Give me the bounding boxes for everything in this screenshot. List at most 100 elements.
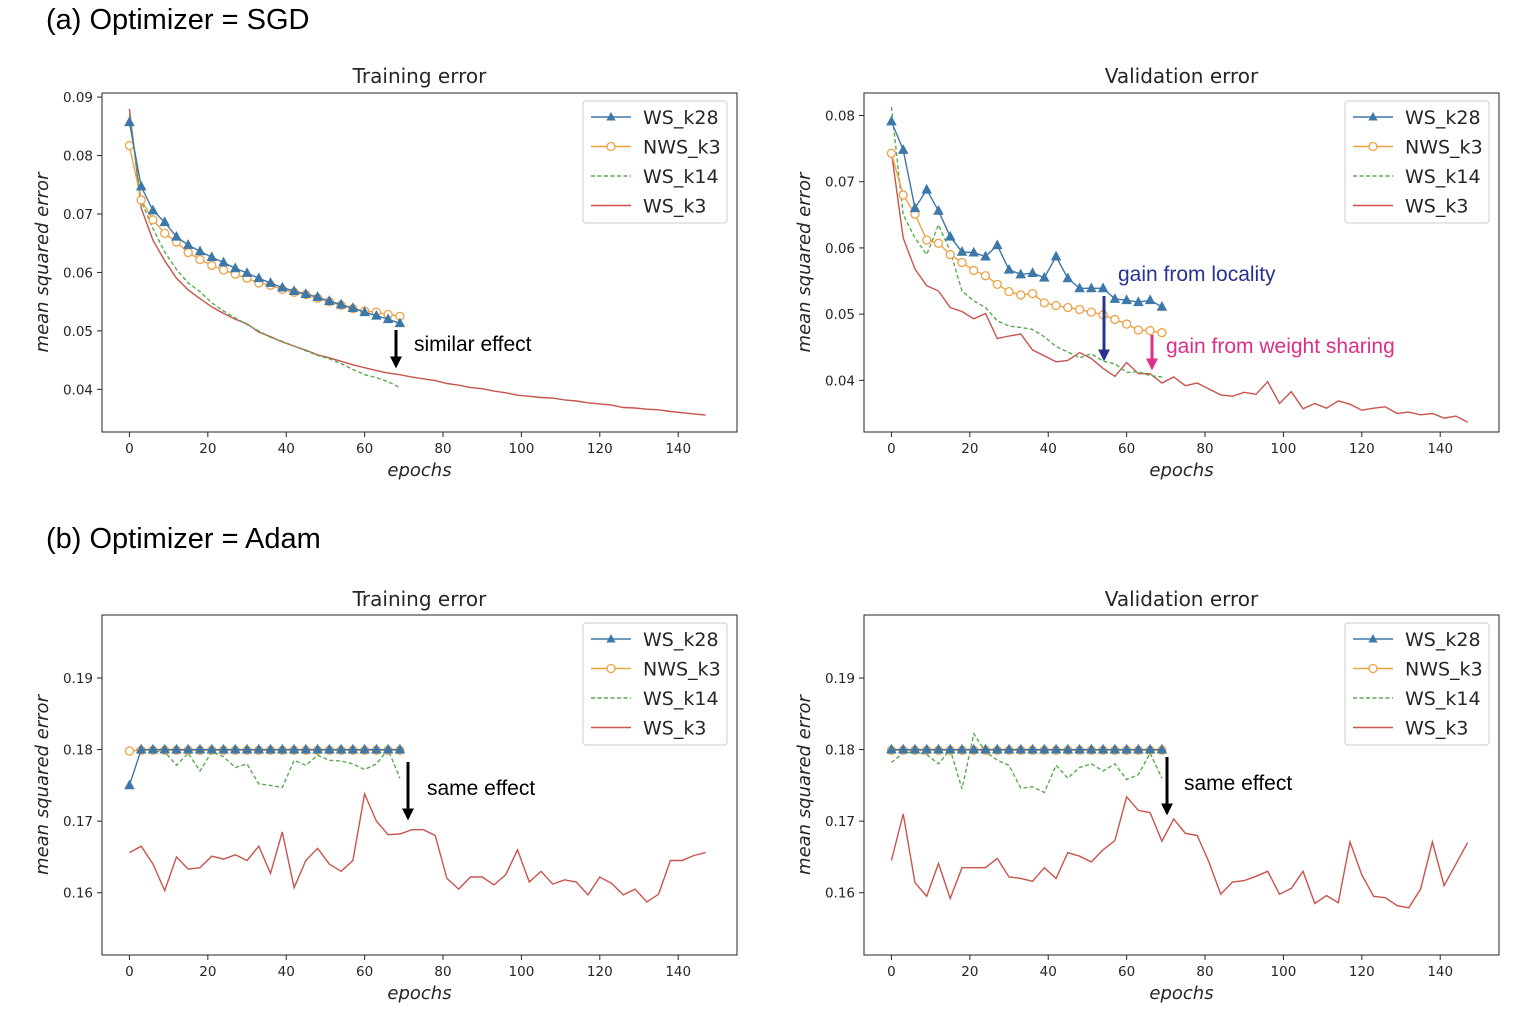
x-tick-label: 100 (509, 964, 535, 980)
data-point (230, 262, 241, 273)
data-point (394, 743, 406, 754)
data-point (218, 265, 229, 275)
series-line (890, 151, 1468, 423)
y-tick-label: 0.04 (825, 373, 855, 389)
y-tick-label: 0.08 (63, 149, 93, 165)
data-point (218, 256, 229, 267)
data-point (921, 743, 932, 754)
data-point (1156, 301, 1168, 311)
x-tick-label: 120 (587, 441, 613, 457)
data-point (159, 216, 170, 227)
data-point (1050, 743, 1062, 754)
data-point (1074, 743, 1085, 754)
x-tick-label: 140 (665, 964, 691, 980)
x-tick-label: 80 (434, 441, 451, 457)
legend: WS_k28 NWS_k3 WS_k14 WS_k3 (582, 622, 728, 746)
y-tick-label: 0.18 (63, 743, 93, 759)
y-tick-label: 0.19 (63, 671, 93, 687)
x-tick-label: 120 (587, 964, 613, 980)
legend-label: NWS_k3 (643, 137, 721, 159)
series-line (129, 748, 401, 789)
legend-marker (1368, 634, 1378, 643)
data-point (1039, 271, 1050, 282)
data-point (194, 245, 206, 256)
legend-marker (606, 141, 616, 152)
data-point (124, 116, 135, 127)
legend-box (1344, 100, 1490, 224)
data-point (933, 743, 944, 754)
data-point (159, 743, 170, 754)
data-point (1121, 319, 1132, 329)
legend-marker (606, 634, 616, 643)
legend-label: WS_k28 (643, 629, 719, 651)
data-point (886, 743, 897, 754)
data-point (171, 743, 182, 754)
data-point (230, 743, 241, 754)
data-point (147, 743, 159, 754)
data-point (241, 743, 253, 754)
x-tick-label: 100 (509, 441, 535, 457)
legend-box (582, 100, 728, 224)
series-WS_k3 (129, 791, 706, 903)
data-point (288, 743, 300, 754)
series-WS_k28 (124, 743, 406, 790)
x-tick-label: 0 (887, 441, 896, 457)
data-point (148, 215, 158, 225)
data-point (933, 205, 944, 215)
legend-label: WS_k28 (1405, 629, 1481, 651)
data-point (1144, 743, 1156, 754)
x-tick-label: 60 (1118, 964, 1135, 980)
series-NWS_k3 (886, 148, 1167, 338)
series-WS_k28 (886, 743, 1168, 754)
section-title-adam: (b) Optimizer = Adam (46, 523, 321, 555)
data-point (1144, 294, 1156, 305)
y-tick-label: 0.04 (63, 382, 93, 398)
data-point (897, 743, 909, 754)
data-point (312, 291, 323, 301)
data-point (1133, 325, 1144, 335)
chart-sgd-train: Training error 0 20 40 60 80 100 120 140 0.04 0.05… (32, 64, 738, 481)
annotation-text: same effect (427, 777, 535, 800)
data-point (253, 743, 265, 754)
legend-label: WS_k14 (643, 688, 719, 710)
y-axis-label: mean squared error (794, 171, 815, 353)
data-point (933, 238, 944, 248)
annotation-text: similar effect (414, 333, 532, 356)
series-WS_k3 (128, 108, 706, 416)
data-point (992, 279, 1002, 289)
plot-frame (101, 92, 738, 433)
data-point (277, 281, 288, 292)
series-line (890, 795, 1469, 909)
data-point (300, 288, 312, 298)
legend-label: WS_k14 (643, 166, 719, 188)
series-line (128, 122, 401, 324)
legend: WS_k28 NWS_k3 WS_k14 WS_k3 (1344, 622, 1490, 746)
legend-label: NWS_k3 (1405, 659, 1483, 681)
data-point (265, 743, 276, 754)
data-point (218, 743, 229, 754)
series-WS_k14 (129, 748, 401, 789)
x-tick-label: 40 (1040, 964, 1057, 980)
data-point (898, 190, 908, 200)
annotation-text: gain from locality (1118, 263, 1276, 286)
data-point (183, 247, 193, 258)
y-tick-label: 0.05 (63, 324, 93, 340)
x-tick-label: 40 (1040, 441, 1057, 457)
data-point (382, 313, 394, 324)
series-WS_k14 (890, 732, 1163, 794)
data-point (886, 115, 897, 126)
data-point (359, 306, 370, 317)
data-point (909, 202, 921, 213)
data-point (1086, 282, 1097, 293)
data-point (124, 746, 135, 756)
y-tick-label: 0.08 (825, 109, 855, 125)
chart-sgd-val: Validation error 0 20 40 60 80 100 120 140 0.04 0.… (794, 64, 1500, 481)
x-axis-label: epochs (387, 983, 451, 1004)
data-point (1027, 267, 1038, 277)
data-point (160, 228, 170, 238)
series-WS_k28 (124, 116, 406, 328)
data-point (1003, 743, 1015, 754)
data-point (992, 239, 1003, 250)
legend-label: WS_k3 (1405, 718, 1468, 740)
